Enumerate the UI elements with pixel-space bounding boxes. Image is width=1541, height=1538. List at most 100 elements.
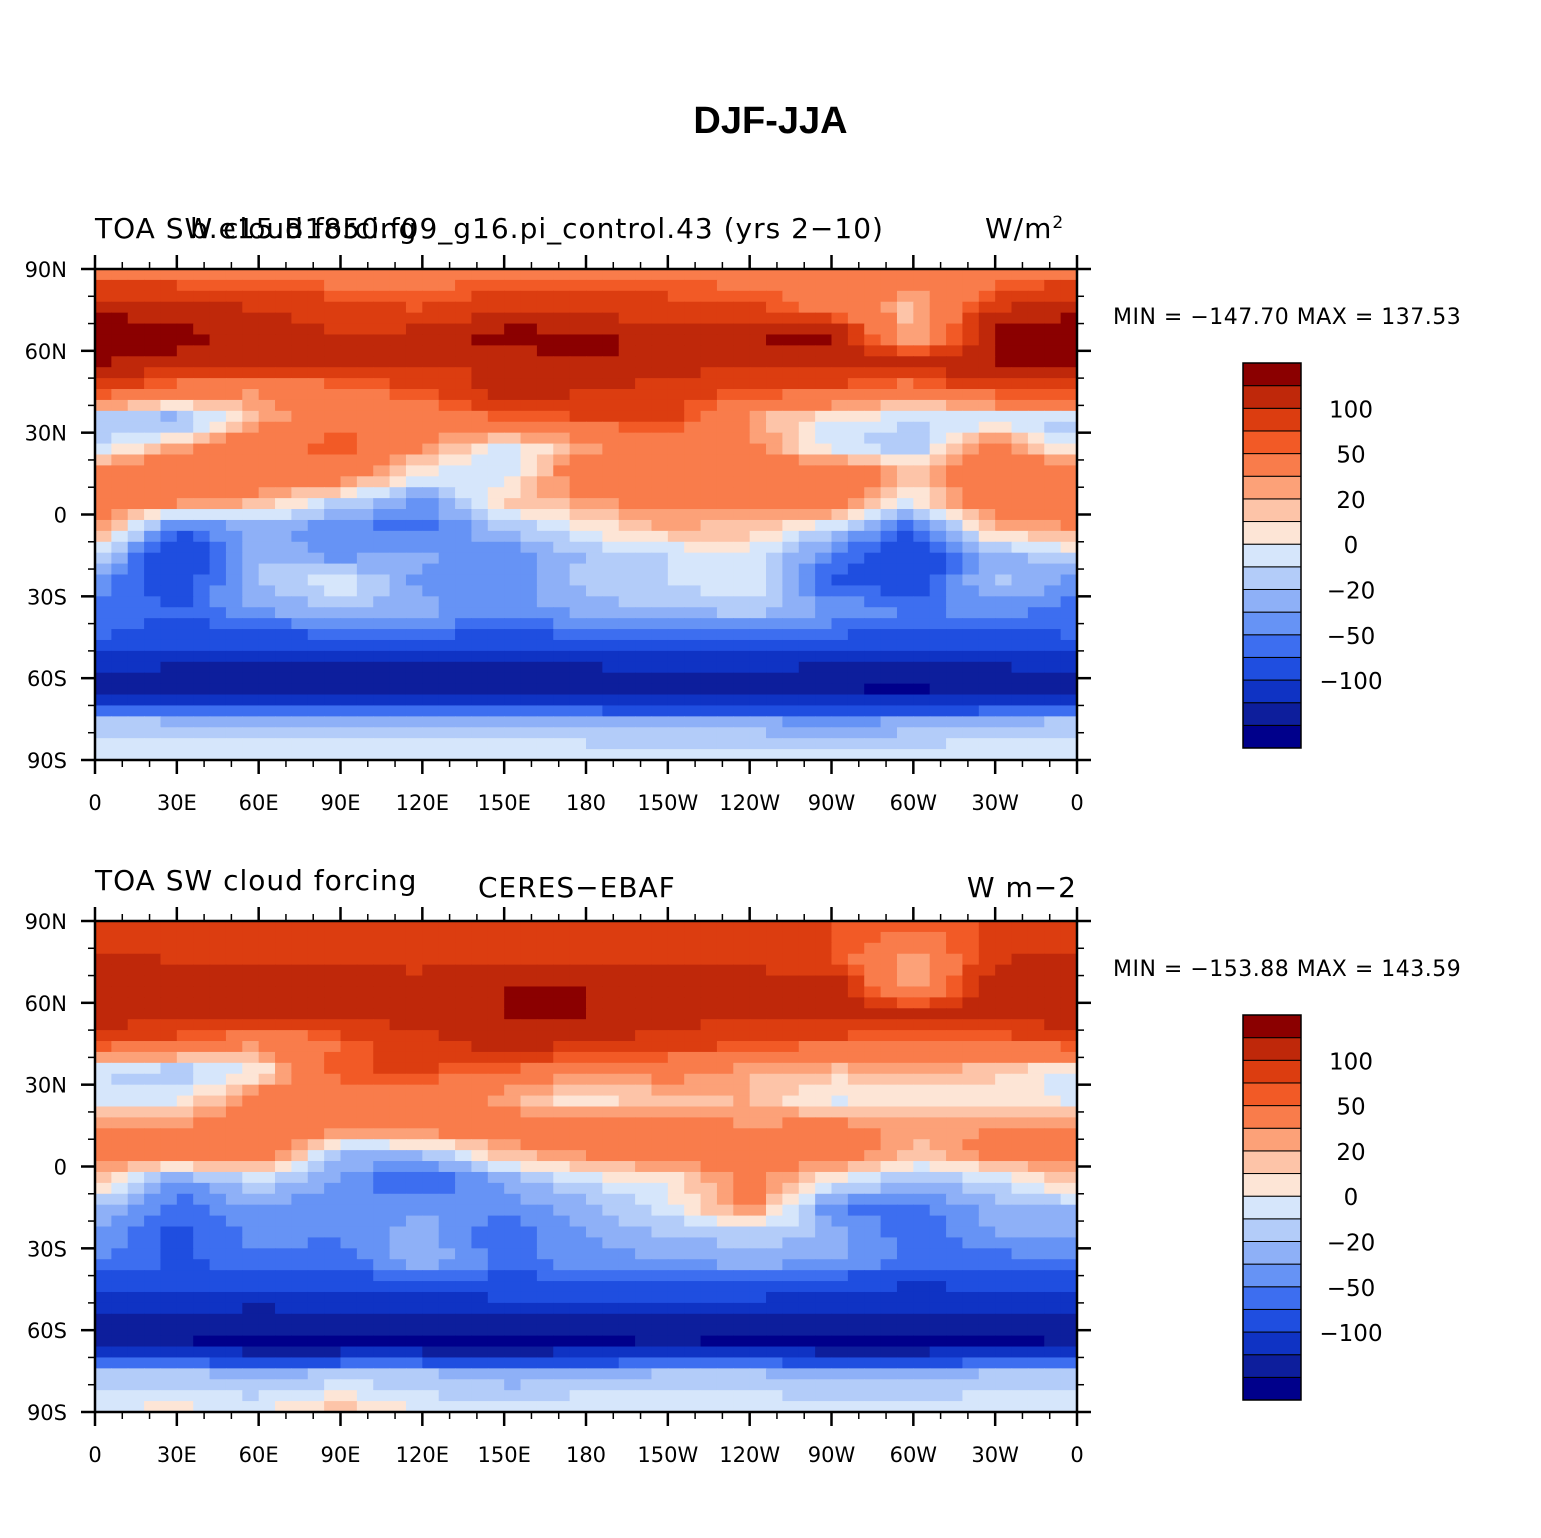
contour-cell	[1027, 1084, 1045, 1097]
contour-cell	[962, 1019, 980, 1031]
contour-cell	[635, 1237, 653, 1249]
contour-cell	[684, 1281, 702, 1293]
contour-cell	[1027, 389, 1045, 401]
contour-cell	[962, 661, 980, 674]
contour-cell	[520, 1117, 538, 1129]
contour-cell	[438, 1106, 456, 1118]
contour-cell	[405, 1008, 423, 1020]
contour-cell	[946, 986, 964, 998]
contour-cell	[1011, 356, 1029, 368]
contour-cell	[405, 1215, 423, 1228]
contour-cell	[438, 1051, 456, 1064]
contour-cell	[307, 443, 325, 456]
contour-cell	[782, 1237, 800, 1249]
contour-cell	[880, 975, 898, 988]
contour-cell	[798, 345, 816, 357]
contour-cell	[782, 596, 800, 608]
contour-cell	[471, 1117, 489, 1129]
contour-cell	[946, 519, 964, 532]
contour-cell	[242, 1204, 260, 1217]
contour-cell	[962, 716, 980, 728]
contour-cell	[684, 541, 702, 554]
contour-cell	[684, 378, 702, 390]
contour-cell	[553, 639, 571, 652]
contour-cell	[978, 541, 996, 554]
contour-cell	[946, 334, 964, 346]
contour-cell	[700, 1073, 718, 1086]
contour-cell	[422, 487, 440, 499]
contour-cell	[127, 1193, 145, 1206]
contour-cell	[1011, 661, 1029, 674]
contour-cell	[291, 716, 309, 728]
contour-cell	[275, 1193, 292, 1206]
contour-cell	[1011, 1270, 1029, 1282]
contour-cell	[176, 1237, 194, 1249]
contour-cell	[618, 1128, 636, 1140]
contour-cell	[324, 607, 342, 619]
contour-cell	[553, 1161, 571, 1173]
contour-cell	[373, 1008, 391, 1020]
contour-cell	[291, 279, 309, 292]
contour-cell	[438, 432, 456, 445]
contour-cell	[847, 1139, 865, 1151]
contour-cell	[307, 574, 325, 587]
contour-cell	[651, 1106, 669, 1118]
lat-tick-label: 30S	[27, 585, 67, 609]
contour-cell	[635, 1106, 653, 1118]
contour-cell	[929, 1041, 947, 1053]
contour-cell	[438, 661, 456, 674]
contour-cell	[487, 269, 505, 281]
colorbar-box	[1242, 566, 1302, 590]
contour-cell	[749, 1030, 767, 1042]
contour-cell	[766, 1008, 783, 1020]
contour-cell	[127, 432, 145, 445]
contour-cell	[946, 607, 964, 619]
contour-cell	[291, 942, 309, 955]
contour-cell	[700, 1041, 718, 1053]
contour-cell	[1060, 1139, 1078, 1151]
contour-cell	[258, 279, 276, 292]
contour-cell	[929, 421, 947, 434]
contour-cell	[733, 1150, 751, 1162]
contour-cell	[275, 1270, 292, 1282]
contour-cell	[716, 618, 734, 630]
contour-cell	[667, 694, 685, 707]
contour-cell	[864, 465, 882, 477]
contour-cell	[946, 661, 964, 674]
contour-cell	[749, 1008, 767, 1020]
contour-cell	[176, 1139, 194, 1151]
contour-cell	[569, 1193, 587, 1206]
contour-cell	[209, 997, 227, 1009]
contour-cell	[455, 596, 473, 608]
contour-cell	[193, 1128, 211, 1140]
contour-cell	[880, 1073, 898, 1086]
contour-cell	[635, 1259, 653, 1271]
contour-cell	[438, 942, 456, 955]
contour-cell	[373, 942, 391, 955]
contour-cell	[929, 1259, 947, 1271]
contour-cell	[111, 1117, 129, 1129]
contour-cell	[1044, 290, 1062, 303]
contour-cell	[782, 1281, 800, 1293]
contour-cell	[127, 618, 145, 630]
contour-cell	[225, 399, 243, 412]
contour-cell	[127, 716, 145, 728]
contour-cell	[1060, 1019, 1078, 1031]
contour-cell	[487, 650, 505, 663]
contour-cell	[946, 1008, 964, 1020]
contour-cell	[1060, 585, 1078, 597]
contour-cell	[455, 1106, 473, 1118]
contour-cell	[1011, 465, 1029, 477]
contour-cell	[471, 269, 489, 281]
contour-cell	[176, 421, 194, 434]
contour-cell	[651, 596, 669, 608]
contour-cell	[389, 1248, 407, 1260]
contour-cell	[635, 563, 653, 576]
contour-cell	[553, 997, 571, 1009]
contour-cell	[864, 749, 882, 761]
contour-cell	[667, 639, 685, 652]
contour-cell	[896, 1084, 914, 1097]
contour-cell	[635, 661, 653, 674]
contour-cell	[1011, 367, 1029, 379]
contour-cell	[340, 749, 358, 761]
